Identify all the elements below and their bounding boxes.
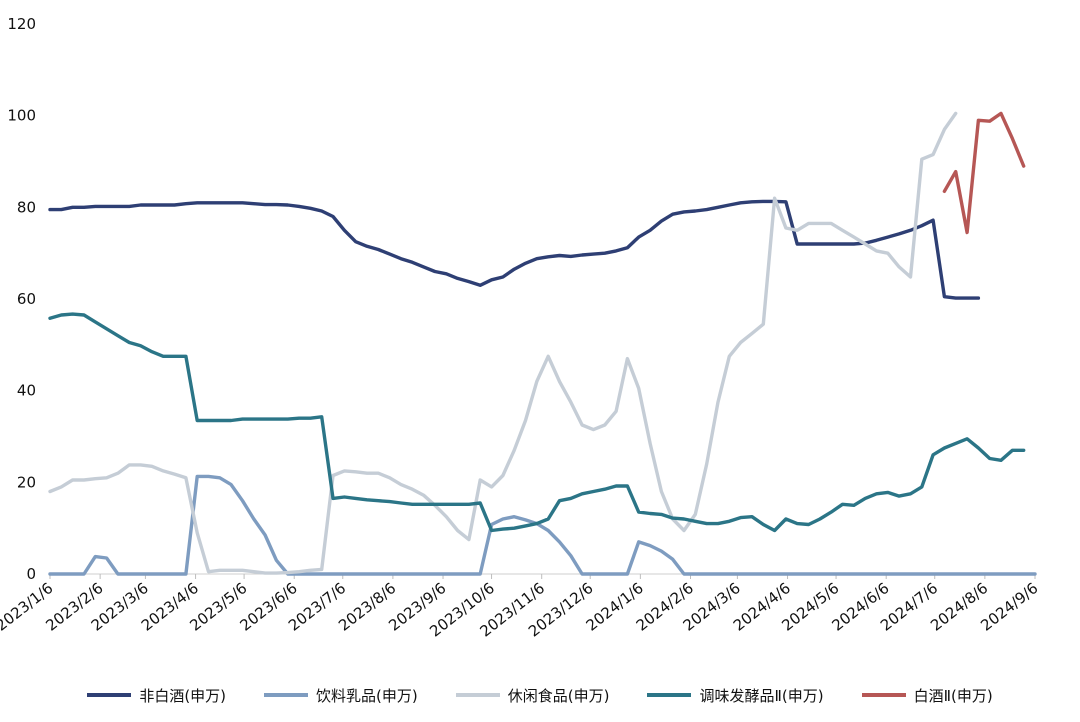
y-tick-label: 100	[7, 107, 36, 125]
y-tick-label: 40	[17, 382, 36, 400]
series-lines	[48, 111, 1037, 576]
x-axis-ticks: 2023/1/62023/2/62023/3/62023/4/62023/5/6…	[0, 574, 1041, 641]
legend-label: 非白酒(申万)	[139, 686, 227, 705]
y-tick-label: 120	[7, 15, 36, 33]
y-tick-label: 60	[17, 290, 36, 308]
series-line-2	[48, 111, 958, 575]
legend-item: 白酒Ⅱ(申万)	[861, 685, 993, 706]
legend-item: 饮料乳品(申万)	[264, 685, 418, 706]
y-axis-ticks: 0 20 40 60 80 100 120	[7, 15, 36, 583]
series-line-1	[48, 474, 1037, 576]
legend-label: 白酒Ⅱ(申万)	[913, 686, 993, 705]
line-chart: 0 20 40 60 80 100 120 2023/1/62023/2/62023/3/6…	[0, 15, 1041, 641]
legend-item: 休闲食品(申万)	[455, 685, 610, 706]
legend-label: 调味发酵品Ⅱ(申万)	[699, 686, 824, 705]
series-line-4	[942, 111, 1026, 235]
x-tick-label: 2024/9/6	[977, 579, 1041, 635]
legend-swatch	[87, 693, 132, 697]
series-line-3	[48, 312, 1026, 533]
y-tick-label: 80	[17, 198, 36, 216]
legend: 非白酒(申万) 饮料乳品(申万) 休闲食品(申万) 调味发酵品Ⅱ(申万) 白酒Ⅱ(申万)	[0, 678, 1080, 712]
series-line-0	[48, 199, 981, 300]
legend-item: 调味发酵品Ⅱ(申万)	[647, 685, 824, 706]
legend-swatch	[647, 693, 692, 697]
y-tick-label: 20	[17, 473, 36, 491]
legend-label: 饮料乳品(申万)	[316, 686, 418, 705]
legend-swatch	[455, 693, 500, 697]
legend-item: 非白酒(申万)	[87, 685, 226, 706]
legend-swatch	[861, 693, 906, 697]
legend-label: 休闲食品(申万)	[507, 686, 610, 705]
y-tick-label: 0	[26, 565, 36, 583]
legend-swatch	[264, 693, 309, 697]
